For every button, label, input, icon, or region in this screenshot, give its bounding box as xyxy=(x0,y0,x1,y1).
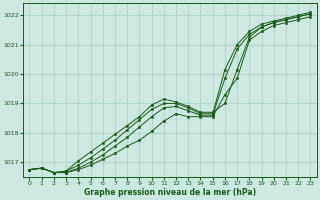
X-axis label: Graphe pression niveau de la mer (hPa): Graphe pression niveau de la mer (hPa) xyxy=(84,188,256,197)
